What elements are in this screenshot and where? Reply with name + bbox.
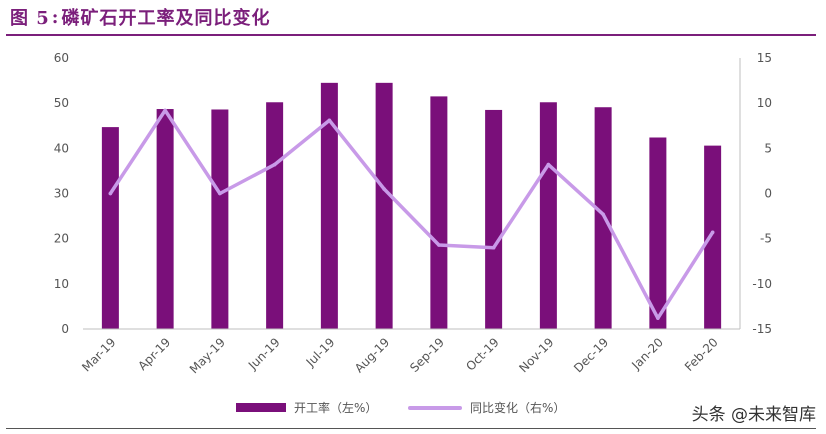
x-tick-label: Jun-19 [245, 335, 283, 373]
line-point [382, 187, 386, 191]
bar [594, 107, 612, 330]
bar [320, 82, 338, 329]
x-tick-label: Jan-20 [628, 335, 666, 373]
bar [266, 102, 284, 329]
bar [156, 109, 174, 329]
bar [539, 102, 557, 329]
bottom-rule [6, 428, 816, 429]
line-point [491, 245, 496, 250]
y-left-tick-label: 40 [54, 141, 69, 155]
x-tick-label: May-19 [187, 335, 228, 376]
x-tick-label: Dec-19 [571, 335, 611, 375]
line-point [710, 230, 715, 235]
series-line [108, 108, 715, 320]
line-point [108, 191, 113, 196]
y-left-tick-label: 0 [61, 322, 69, 336]
bar [430, 96, 448, 330]
x-tick-label: Jul-19 [303, 335, 338, 370]
y-right-tick-label: -10 [752, 277, 772, 291]
line-point [546, 162, 551, 167]
x-tick-label: Oct-19 [463, 335, 501, 373]
x-tick-label: Nov-19 [516, 335, 556, 375]
legend-item-line: 同比变化（右%） [408, 399, 565, 416]
x-tick-label: Apr-19 [135, 335, 173, 373]
y-right-tick-label: 15 [757, 51, 772, 65]
line-point [163, 108, 167, 113]
bar [649, 137, 667, 329]
x-tick-label: Mar-19 [79, 335, 118, 374]
figure-label: 图 5 [10, 8, 50, 29]
figure-title: 图 5 : 磷矿石开工率及同比变化 [10, 4, 270, 30]
y-right-tick-label: -15 [752, 322, 772, 336]
y-left-tick-label: 50 [54, 96, 69, 110]
title-rule [6, 34, 816, 36]
line-point [272, 162, 277, 167]
line-point [218, 191, 222, 196]
legend-swatch-line [408, 405, 462, 410]
x-tick-label: Aug-19 [352, 335, 392, 375]
bar [485, 109, 503, 329]
y-right-tick-label: -5 [760, 232, 772, 246]
y-right-tick-label: 5 [764, 141, 772, 155]
bar [704, 145, 722, 329]
y-right-tick-label: 10 [757, 96, 772, 110]
legend-label-line: 同比变化（右%） [470, 401, 566, 415]
y-right-tick-label: 0 [764, 187, 772, 201]
bar [211, 109, 229, 330]
y-left-tick-label: 30 [54, 187, 69, 201]
legend-label-bar: 开工率（左%） [294, 401, 378, 415]
figure-title-text: 磷矿石开工率及同比变化 [61, 8, 271, 29]
y-left-tick-label: 10 [54, 277, 69, 291]
y-left-tick-label: 60 [54, 51, 69, 65]
legend-swatch-bar [236, 403, 286, 412]
y-left-tick-label: 20 [54, 232, 69, 246]
line-point [327, 118, 332, 123]
x-tick-label: Sep-19 [407, 335, 447, 375]
x-tick-label: Feb-20 [682, 335, 721, 374]
title-separator: : [51, 6, 60, 28]
line-point [656, 316, 660, 320]
line-point [601, 212, 605, 217]
legend-item-bar: 开工率（左%） [236, 399, 377, 416]
bar [375, 82, 393, 329]
line-point [437, 243, 441, 247]
watermark: 头条 @未来智库 [691, 405, 816, 425]
bar [101, 127, 119, 329]
